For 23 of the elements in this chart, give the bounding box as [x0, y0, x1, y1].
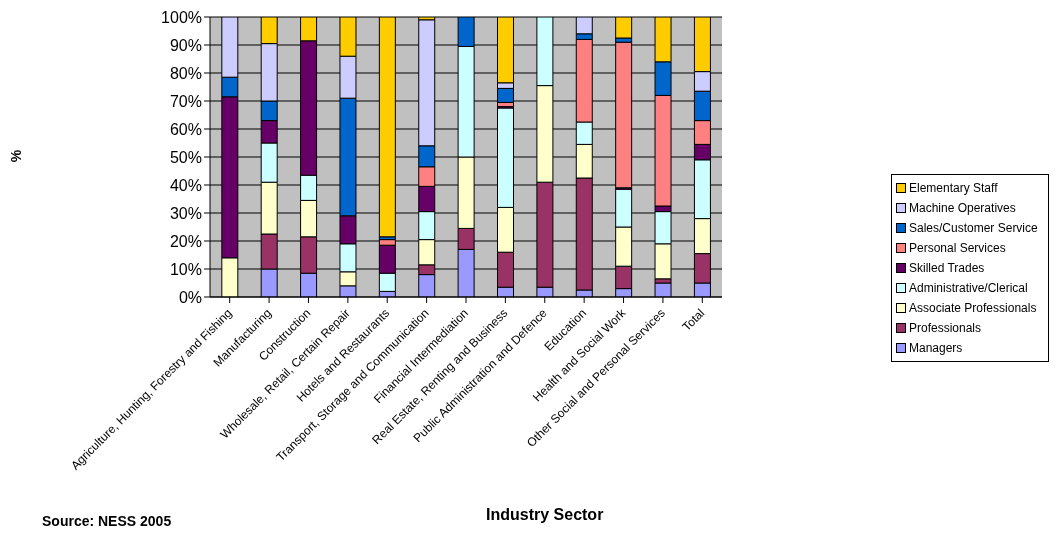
y-tick-label: 30%: [169, 204, 202, 222]
y-tick-label: 0%: [178, 288, 202, 306]
y-tick-label: 10%: [169, 260, 202, 278]
y-tick-label: 40%: [169, 176, 202, 194]
y-tick-label: 60%: [169, 120, 202, 138]
legend-label: Professionals: [909, 320, 982, 335]
source-note: Source: NESS 2005: [42, 513, 172, 529]
y-tick-label: 100%: [161, 8, 202, 26]
legend-label: Machine Operatives: [909, 200, 1016, 215]
y-tick-label: 70%: [169, 92, 202, 110]
legend-label: Managers: [909, 340, 963, 355]
legend-label: Personal Services: [909, 240, 1006, 255]
y-axis-title: %: [8, 149, 25, 163]
legend-label: Associate Professionals: [909, 300, 1037, 315]
x-axis-title: Industry Sector: [486, 506, 604, 524]
y-tick-label: 20%: [169, 232, 202, 250]
legend-label: Sales/Customer Service: [909, 220, 1038, 235]
legend-label: Skilled Trades: [909, 260, 985, 275]
legend-label: Administrative/Clerical: [909, 280, 1028, 295]
legend-label: Elementary Staff: [909, 180, 998, 195]
y-tick-label: 50%: [169, 148, 202, 166]
y-tick-label: 90%: [169, 36, 202, 54]
y-tick-label: 80%: [169, 64, 202, 82]
